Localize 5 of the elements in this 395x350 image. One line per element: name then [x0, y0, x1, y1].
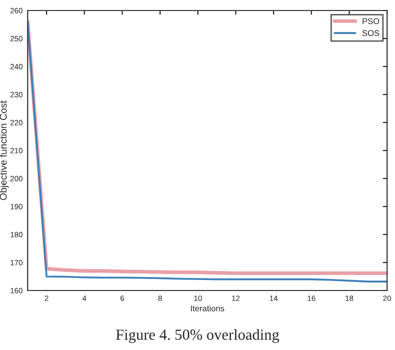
- x-axis-title: Iterations: [191, 305, 224, 312]
- legend-label: PSO: [362, 18, 380, 24]
- caption: Figure 4. 50% overloading: [116, 329, 280, 343]
- legend-label: SOS: [362, 30, 380, 36]
- y-axis-title: Objective function Cost: [0, 100, 9, 200]
